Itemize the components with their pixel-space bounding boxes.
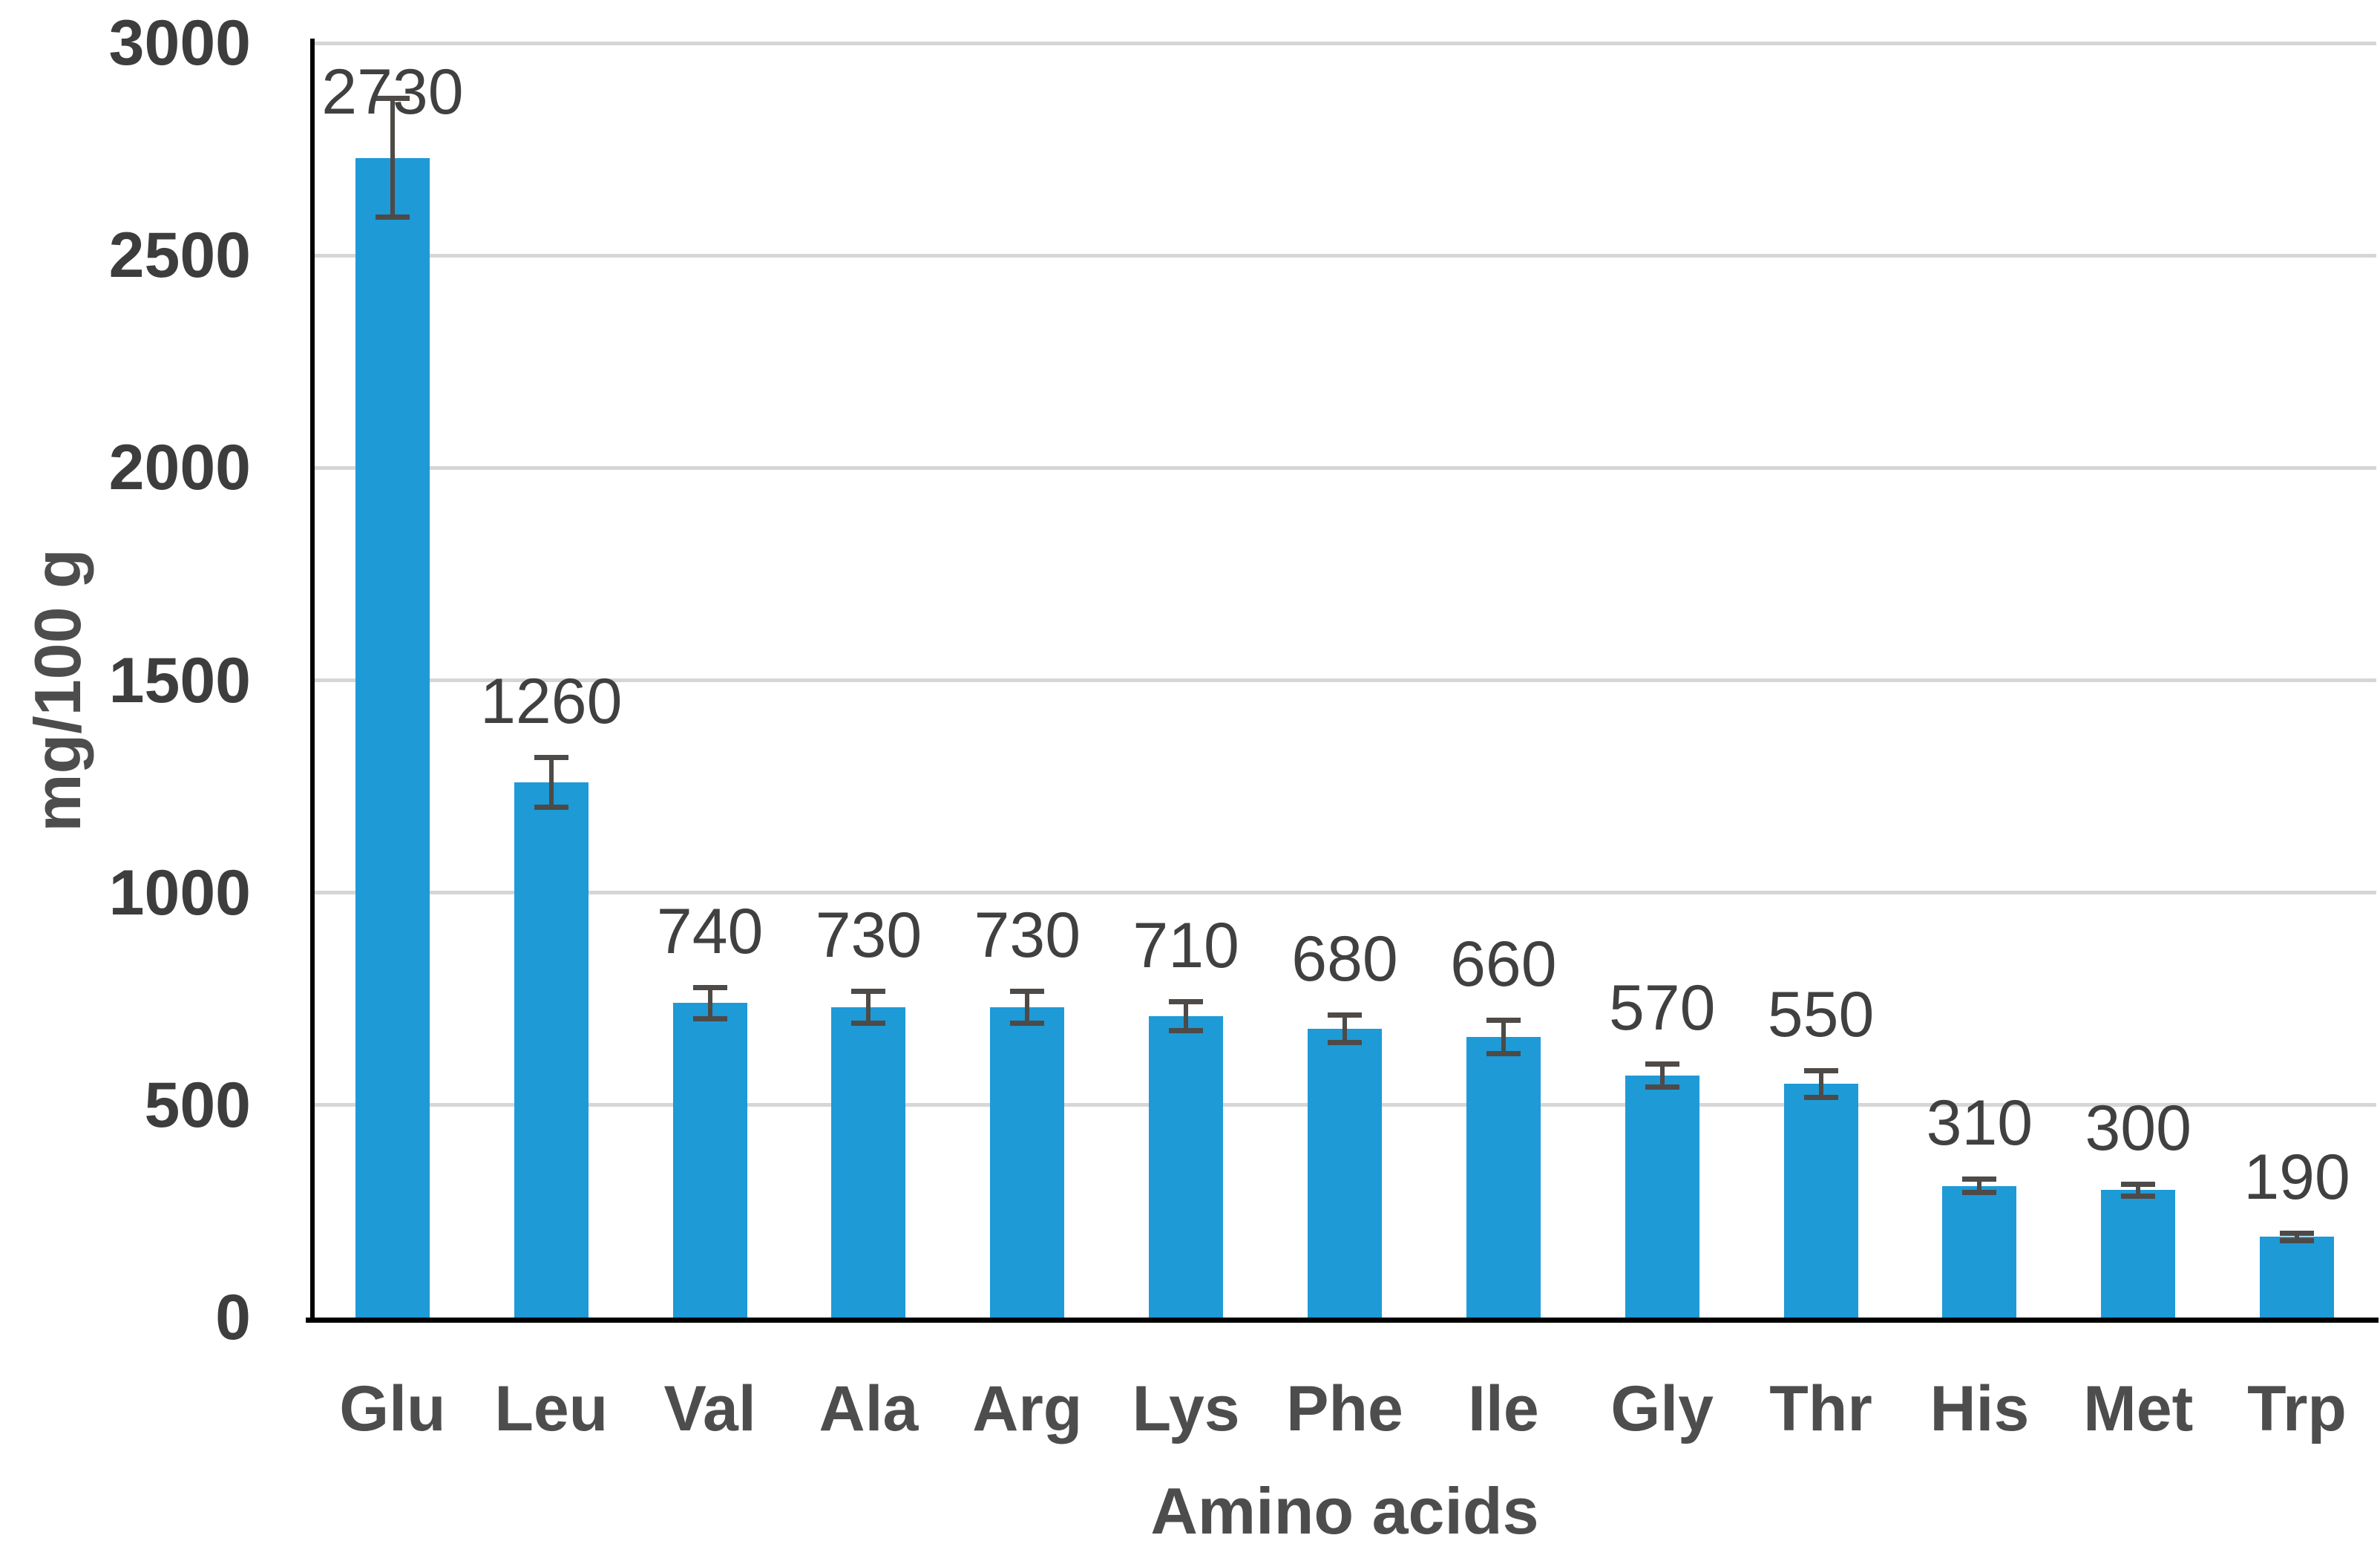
error-bar-cap-bottom [1962, 1189, 1997, 1195]
data-label-Ile: 660 [1450, 929, 1557, 1001]
error-bar-line [1025, 991, 1030, 1024]
bar-His [1942, 1185, 2017, 1318]
error-bar-line [390, 98, 395, 217]
error-bar-cap-bottom [1803, 1094, 1838, 1100]
category-label-Lys: Lys [1132, 1373, 1240, 1444]
data-label-Thr: 550 [1767, 978, 1875, 1050]
data-label-Met: 300 [2085, 1092, 2191, 1164]
y-tick-label: 1000 [108, 857, 251, 929]
data-label-Leu: 1260 [480, 665, 623, 737]
x-axis-title: Amino acids [1150, 1474, 1539, 1548]
category-label-Glu: Glu [339, 1373, 446, 1444]
error-bar-line [2136, 1183, 2141, 1197]
y-tick-label: 500 [144, 1069, 252, 1141]
error-bar-line [548, 756, 554, 808]
error-bar-line [1343, 1014, 1347, 1043]
error-bar-cap-bottom [2121, 1193, 2156, 1199]
error-bar-cap-bottom [2280, 1237, 2315, 1243]
x-axis-line [306, 1318, 2379, 1323]
data-label-Glu: 2730 [321, 56, 464, 128]
error-bar-line [866, 991, 871, 1024]
error-bar-cap-top [1169, 998, 1204, 1004]
error-bar-cap-top [2280, 1230, 2315, 1236]
data-label-Lys: 710 [1132, 909, 1239, 981]
gridline-2000 [313, 465, 2376, 470]
error-bar-line [1977, 1179, 1982, 1193]
gridline-1500 [313, 678, 2376, 682]
category-label-Gly: Gly [1610, 1373, 1714, 1444]
bar-Glu [355, 157, 430, 1318]
error-bar-cap-bottom [1010, 1020, 1045, 1026]
error-bar-line [707, 986, 712, 1020]
category-label-Arg: Arg [972, 1373, 1083, 1444]
error-bar-cap-top [1962, 1177, 1997, 1182]
error-bar-line [2295, 1232, 2300, 1241]
error-bar-cap-bottom [851, 1020, 886, 1026]
error-bar-line [1501, 1020, 1506, 1055]
category-label-Val: Val [663, 1373, 756, 1444]
gridline-3000 [313, 41, 2376, 45]
bar-Leu [514, 782, 589, 1318]
data-label-His: 310 [1926, 1087, 2033, 1159]
error-bar-cap-bottom [1486, 1051, 1521, 1057]
bar-Met [2101, 1190, 2176, 1318]
bar-Phe [1308, 1028, 1382, 1318]
category-label-Ile: Ile [1468, 1373, 1539, 1444]
bar-Trp [2260, 1237, 2335, 1318]
category-label-His: His [1930, 1373, 2030, 1444]
y-tick-label: 1500 [108, 644, 251, 716]
error-bar-cap-bottom [1169, 1027, 1204, 1033]
error-bar-cap-top [1803, 1067, 1838, 1073]
bar-Ala [831, 1007, 906, 1318]
error-bar-cap-bottom [1328, 1039, 1362, 1045]
error-bar-cap-top [1486, 1018, 1521, 1024]
error-bar-cap-bottom [375, 214, 410, 220]
error-bar-cap-top [1328, 1012, 1362, 1018]
error-bar-line [1659, 1063, 1665, 1087]
error-bar-cap-top [851, 989, 886, 995]
category-label-Trp: Trp [2247, 1373, 2347, 1444]
bar-Thr [1783, 1084, 1858, 1318]
bar-Lys [1149, 1015, 1224, 1318]
data-label-Trp: 190 [2243, 1141, 2350, 1213]
data-label-Gly: 570 [1608, 972, 1716, 1044]
error-bar-cap-bottom [534, 805, 568, 811]
category-label-Ala: Ala [819, 1373, 919, 1444]
y-tick-label: 3000 [108, 7, 251, 79]
bar-Arg [990, 1007, 1065, 1318]
data-label-Arg: 730 [974, 900, 1081, 972]
data-label-Val: 740 [656, 895, 764, 967]
y-axis-line [310, 39, 315, 1321]
y-tick-label: 2500 [108, 220, 251, 292]
data-label-Phe: 680 [1291, 923, 1398, 995]
category-label-Leu: Leu [494, 1373, 609, 1444]
y-tick-label: 0 [215, 1282, 251, 1353]
category-label-Thr: Thr [1769, 1373, 1872, 1444]
error-bar-cap-top [534, 754, 568, 760]
error-bar-cap-top [1645, 1061, 1679, 1067]
error-bar-line [1818, 1070, 1823, 1098]
error-bar-cap-top [2121, 1181, 2156, 1187]
category-label-Phe: Phe [1286, 1373, 1403, 1444]
bar-Ile [1466, 1037, 1541, 1318]
y-tick-label: 2000 [108, 432, 251, 504]
error-bar-cap-bottom [692, 1016, 727, 1022]
error-bar-line [1184, 1001, 1189, 1031]
bar-Val [672, 1003, 747, 1318]
error-bar-cap-top [692, 984, 727, 990]
error-bar-cap-bottom [1645, 1084, 1679, 1090]
gridline-1000 [313, 891, 2376, 895]
error-bar-cap-top [375, 96, 410, 102]
bar-Gly [1625, 1075, 1699, 1318]
error-bar-cap-top [1010, 989, 1045, 995]
data-label-Ala: 730 [815, 900, 922, 972]
category-label-Met: Met [2083, 1373, 2194, 1444]
gridline-2500 [313, 253, 2376, 258]
